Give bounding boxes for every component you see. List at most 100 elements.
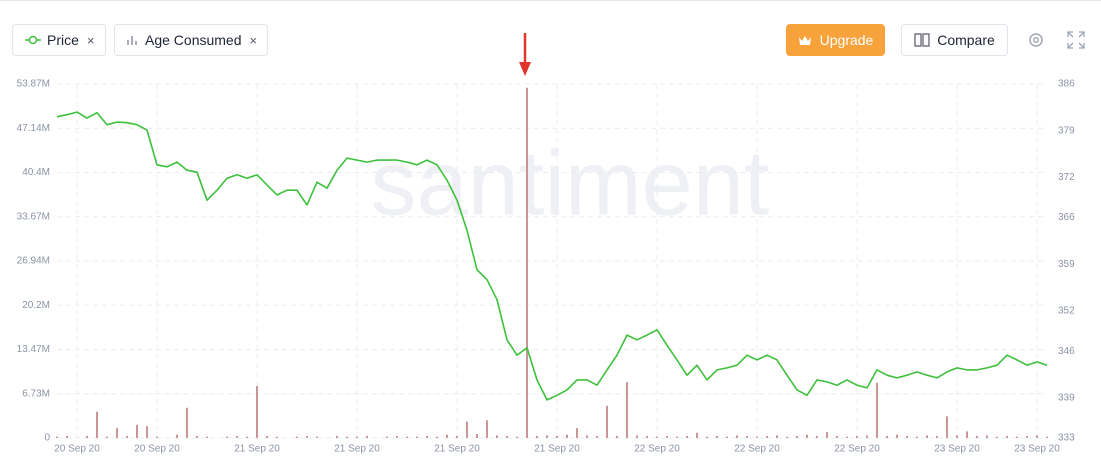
bar <box>256 386 258 438</box>
bar <box>516 436 518 438</box>
bar <box>1046 436 1048 438</box>
price-line <box>56 111 1048 401</box>
bar <box>966 431 968 438</box>
bar <box>706 436 708 438</box>
compare-button[interactable]: Compare <box>901 24 1008 56</box>
bar <box>736 435 738 438</box>
bar <box>496 435 498 438</box>
bar <box>926 435 928 438</box>
bar <box>1036 435 1038 438</box>
bar <box>466 421 468 438</box>
bar <box>156 436 158 438</box>
remove-icon[interactable]: × <box>249 32 258 48</box>
bar <box>676 436 678 438</box>
x-tick-label: 21 Sep 20 <box>534 444 580 455</box>
bar <box>66 436 68 438</box>
bar <box>536 436 538 438</box>
bar <box>666 436 668 438</box>
bar <box>886 436 888 438</box>
fullscreen-icon[interactable] <box>1067 31 1085 49</box>
x-tick-label: 22 Sep 20 <box>734 444 780 455</box>
y2-tick-label: 333 <box>1058 433 1075 444</box>
bar <box>356 436 358 438</box>
bar <box>1006 436 1008 438</box>
button-label: Upgrade <box>819 32 874 48</box>
upgrade-button[interactable]: Upgrade <box>786 24 885 56</box>
y-tick-label: 47.14M <box>17 123 50 134</box>
x-tick-label: 22 Sep 20 <box>834 444 880 455</box>
bar <box>86 436 88 438</box>
y-tick-label: 6.73M <box>22 388 50 399</box>
bar <box>416 436 418 438</box>
bar <box>746 436 748 438</box>
bar <box>1026 436 1028 438</box>
bar <box>336 436 338 438</box>
bar <box>806 434 808 438</box>
y-tick-label: 40.4M <box>22 167 50 178</box>
bar <box>916 436 918 438</box>
bar <box>996 436 998 438</box>
legend-label: Price <box>47 32 79 48</box>
bar <box>276 436 278 438</box>
remove-icon[interactable]: × <box>86 32 95 48</box>
bar <box>396 436 398 438</box>
legend-chip[interactable]: Age Consumed × <box>114 24 268 56</box>
y2-tick-label: 359 <box>1058 259 1075 270</box>
bar <box>856 436 858 438</box>
bar <box>716 436 718 438</box>
y2-tick-label: 379 <box>1058 125 1075 136</box>
y2-tick-label: 352 <box>1058 306 1075 317</box>
x-tick-label: 22 Sep 20 <box>634 444 680 455</box>
bar <box>106 436 108 438</box>
y-tick-label: 13.47M <box>17 344 50 355</box>
bar <box>236 436 238 438</box>
bar <box>576 428 578 438</box>
bar <box>176 434 178 438</box>
bar <box>246 436 248 438</box>
bar <box>316 436 318 438</box>
bar <box>126 436 128 438</box>
bar <box>956 435 958 438</box>
bar <box>646 436 648 438</box>
bar <box>606 405 608 438</box>
bar <box>386 436 388 438</box>
bar <box>836 436 838 438</box>
crown-icon <box>798 35 811 45</box>
bar <box>626 382 628 438</box>
y-tick-label: 26.94M <box>17 256 50 267</box>
y2-tick-label: 339 <box>1058 393 1075 404</box>
bar <box>906 436 908 438</box>
bar <box>946 416 948 438</box>
bar <box>976 436 978 438</box>
bar <box>96 411 98 438</box>
compare-icon <box>914 33 930 47</box>
bar <box>456 436 458 438</box>
bar <box>116 428 118 438</box>
y2-tick-label: 372 <box>1058 172 1075 183</box>
bar <box>366 436 368 438</box>
bar <box>556 436 558 438</box>
bar <box>866 435 868 438</box>
bar <box>186 407 188 438</box>
bar-icon <box>127 36 137 45</box>
bar <box>306 436 308 438</box>
y2-tick-label: 366 <box>1058 212 1075 223</box>
bar <box>766 436 768 438</box>
bar <box>1016 436 1018 438</box>
bar <box>566 434 568 438</box>
bar <box>206 436 208 438</box>
bar <box>896 434 898 438</box>
settings-icon[interactable] <box>1027 31 1045 49</box>
y-tick-label: 33.67M <box>17 211 50 222</box>
bar <box>226 436 228 438</box>
bar <box>546 435 548 438</box>
bar <box>406 436 408 438</box>
bar <box>816 436 818 438</box>
legend-label: Age Consumed <box>145 32 242 48</box>
bar <box>616 436 618 438</box>
legend-chip[interactable]: Price × <box>12 24 106 56</box>
x-tick-label: 20 Sep 20 <box>54 444 100 455</box>
y2-tick-label: 386 <box>1058 79 1075 90</box>
bar <box>726 436 728 438</box>
